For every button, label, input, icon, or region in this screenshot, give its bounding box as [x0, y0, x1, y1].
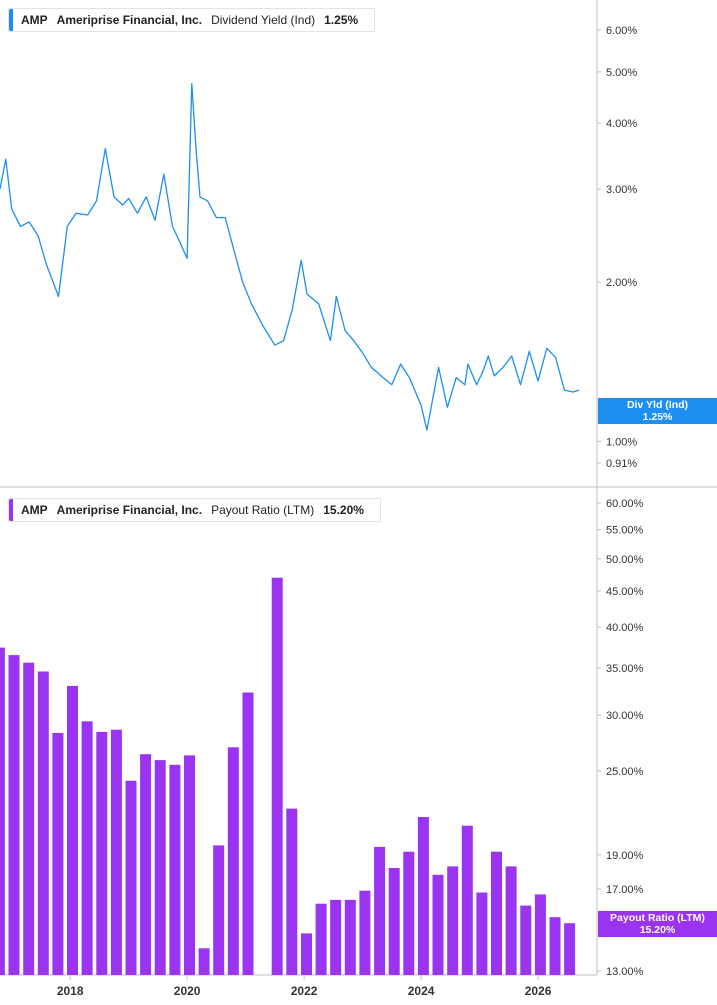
payout-ratio-bar — [242, 692, 254, 975]
payout-ratio-bar — [169, 764, 181, 975]
x-tick-label: 2018 — [57, 984, 84, 998]
payout-ratio-bar — [505, 866, 517, 975]
payout-ratio-bar — [0, 647, 5, 975]
payout-ratio-bar — [491, 851, 502, 975]
y-tick-label: 4.00% — [606, 118, 637, 130]
payout-ratio-bar — [140, 754, 152, 975]
bottom-metric-value: 15.20% — [323, 503, 364, 517]
x-tick-label: 2022 — [291, 984, 318, 998]
payout-ratio-bar — [227, 747, 239, 975]
y-tick-label: 55.00% — [606, 525, 644, 537]
y-tick-label: 2.00% — [606, 277, 637, 289]
y-tick-label: 40.00% — [606, 622, 644, 634]
payout-tag-title: Payout Ratio (LTM) — [610, 912, 705, 924]
y-tick-label: 50.00% — [606, 554, 644, 566]
payout-tag-value: 15.20% — [639, 924, 676, 936]
y-tick-label: 13.00% — [606, 966, 644, 978]
payout-ratio-bar — [359, 890, 371, 975]
payout-ratio-bar — [8, 655, 20, 975]
bottom-metric: Payout Ratio (LTM) — [211, 503, 315, 517]
y-tick-label: 1.00% — [606, 436, 637, 448]
top-metric-value: 1.25% — [324, 13, 359, 27]
x-tick-label: 2024 — [408, 984, 435, 998]
top-metric: Dividend Yield (Ind) — [211, 13, 316, 27]
y-tick-label: 30.00% — [606, 710, 644, 722]
dividend-yield-line — [0, 82, 580, 431]
payout-ratio-bar — [534, 894, 546, 975]
y-tick-label: 45.00% — [606, 586, 644, 598]
payout-ratio-bar — [403, 851, 415, 975]
payout-ratio-bar — [271, 577, 283, 975]
payout-ratio-bar — [374, 846, 386, 975]
payout-ratio-bar — [330, 899, 342, 975]
payout-ratio-bar — [52, 733, 64, 975]
x-tick-label: 2026 — [525, 984, 552, 998]
top-chart-legend: AMP Ameriprise Financial, Inc. Dividend … — [8, 8, 376, 32]
y-tick-label: 19.00% — [606, 850, 644, 862]
payout-ratio-bar — [96, 731, 108, 975]
payout-ratio-bar — [23, 662, 35, 975]
payout-ratio-bar — [37, 671, 49, 975]
y-tick-label: 25.00% — [606, 766, 644, 778]
top-ticker: AMP — [21, 13, 48, 27]
yield-tag-value: 1.25% — [642, 411, 673, 423]
payout-last-value-tag: Payout Ratio (LTM) 15.20% — [598, 911, 717, 937]
x-tick-label: 2020 — [174, 984, 201, 998]
payout-ratio-bar — [184, 755, 195, 975]
bottom-ticker: AMP — [21, 503, 48, 517]
payout-ratio-bar — [417, 817, 429, 975]
payout-ratio-bar — [110, 729, 122, 975]
yield-tag-title: Div Yld (Ind) — [626, 399, 689, 411]
top-company: Ameriprise Financial, Inc. — [56, 13, 203, 27]
y-tick-label: 6.00% — [606, 25, 637, 37]
payout-ratio-bar — [154, 760, 166, 975]
yield-last-value-tag: Div Yld (Ind) 1.25% — [598, 398, 717, 424]
y-tick-label: 3.00% — [606, 184, 637, 196]
payout-ratio-bar — [461, 825, 473, 975]
payout-series-swatch — [9, 499, 13, 521]
payout-ratio-bar — [447, 866, 459, 975]
payout-ratio-bar — [315, 903, 327, 975]
payout-ratio-bar — [301, 933, 312, 975]
payout-ratio-bar — [81, 721, 93, 975]
payout-ratio-bar — [520, 905, 532, 975]
payout-ratio-bar — [432, 874, 444, 975]
payout-ratio-bar — [344, 899, 356, 975]
payout-ratio-bar — [213, 845, 225, 975]
bottom-company: Ameriprise Financial, Inc. — [56, 503, 203, 517]
y-tick-label: 35.00% — [606, 663, 644, 675]
y-tick-label: 0.91% — [606, 458, 637, 470]
y-tick-label: 60.00% — [606, 498, 644, 510]
payout-ratio-bar — [67, 685, 78, 975]
payout-ratio-bar — [198, 948, 210, 975]
payout-ratio-bar — [125, 780, 137, 975]
yield-series-swatch — [9, 9, 13, 31]
y-tick-label: 17.00% — [606, 884, 644, 896]
payout-ratio-bar — [549, 917, 561, 975]
payout-ratio-bar — [286, 808, 298, 975]
payout-ratio-bar — [564, 923, 576, 975]
payout-ratio-bar — [476, 892, 488, 975]
y-tick-label: 5.00% — [606, 67, 637, 79]
bottom-chart-legend: AMP Ameriprise Financial, Inc. Payout Ra… — [8, 498, 381, 522]
payout-ratio-bar — [388, 868, 400, 975]
